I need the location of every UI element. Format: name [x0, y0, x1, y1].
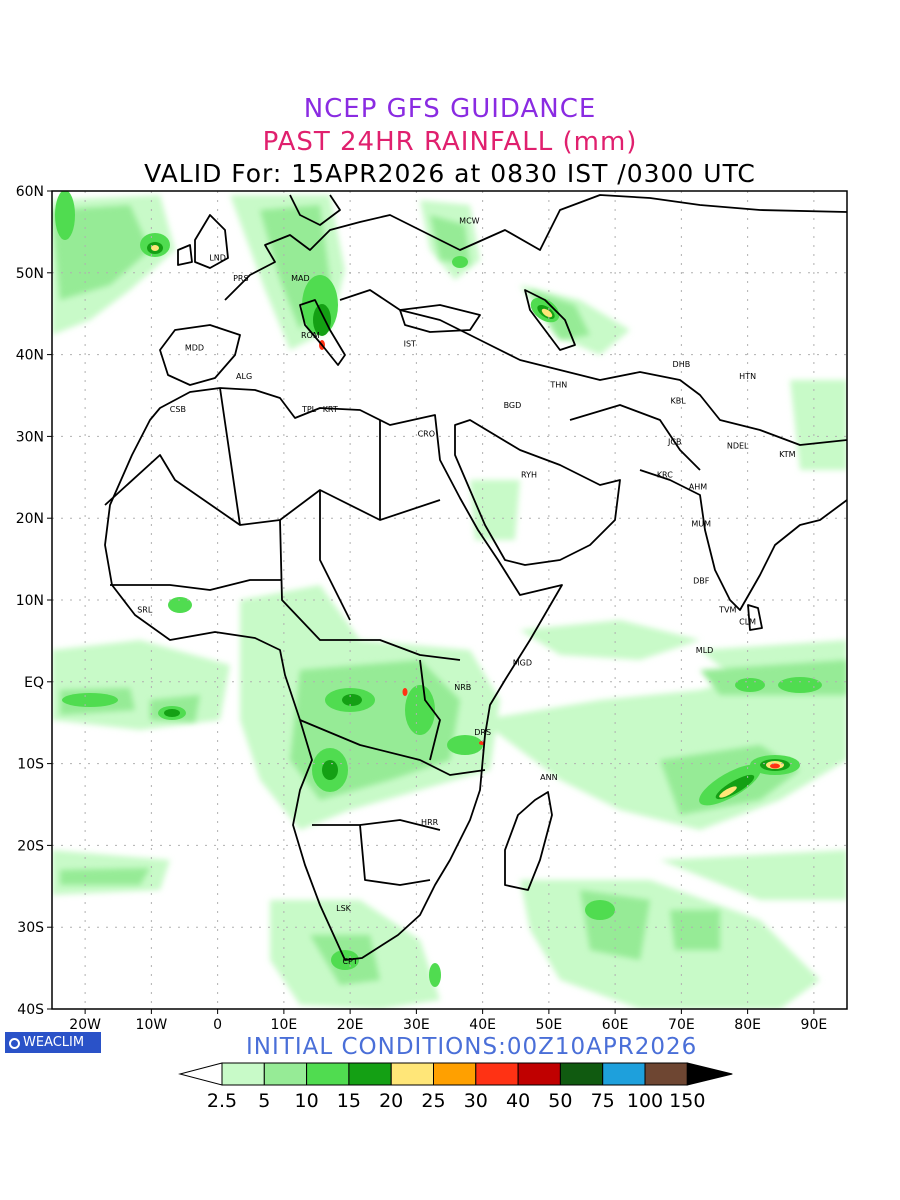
lon-label: 40E — [469, 1017, 496, 1033]
lat-label: 50N — [16, 266, 44, 282]
logo-ring-icon — [9, 1038, 20, 1049]
colorbar-label: 30 — [464, 1090, 488, 1112]
station-mgd: MGD — [513, 658, 532, 667]
valid-time: VALID For: 15APR2026 at 0830 IST /0300 U… — [144, 159, 756, 188]
rainfall-field — [52, 191, 847, 1009]
station-mcw: MCW — [459, 217, 479, 226]
lon-label: 20E — [337, 1017, 364, 1033]
station-kbl: KBL — [670, 397, 686, 406]
lon-label: 10E — [271, 1017, 298, 1033]
colorbar-swatch — [644, 1062, 688, 1086]
longitude-axis: 20W 10W 0 10E 20E 30E 40E 50E 60E 70E 80E 90E — [69, 1009, 827, 1033]
colorbar-label: 40 — [506, 1090, 530, 1112]
coastlines — [104, 194, 847, 961]
graticule — [52, 191, 847, 1009]
station-mad: MAD — [291, 274, 310, 283]
lat-label: 40S — [17, 1002, 44, 1018]
colorbar-swatch — [263, 1062, 308, 1086]
station-ann: ANN — [540, 773, 557, 782]
lon-label: 90E — [801, 1017, 828, 1033]
colorbar-label: 15 — [337, 1090, 361, 1112]
colorbar-label: 75 — [591, 1090, 615, 1112]
colorbar-swatch — [390, 1062, 435, 1086]
colorbar-swatch — [221, 1062, 265, 1086]
station-drs: DRS — [474, 728, 491, 737]
map-title: NCEP GFS GUIDANCE — [303, 94, 597, 124]
colorbar-swatch — [348, 1062, 392, 1086]
station-srl: SRL — [137, 605, 153, 614]
latitude-axis: 60N 50N 40N 30N 20N 10N EQ 10S 20S 30S 40S — [16, 184, 52, 1018]
station-thn: THN — [549, 380, 567, 389]
colorbar-swatch — [602, 1062, 646, 1086]
rainfall-colorbar: 2.5 5 10 15 20 25 30 40 50 75 100 150 — [178, 1062, 733, 1112]
station-hrr: HRR — [421, 818, 439, 827]
station-htn: HTN — [739, 372, 756, 381]
lat-label: EQ — [24, 675, 44, 691]
colorbar-high-arrow — [686, 1062, 733, 1086]
lon-label: 70E — [668, 1017, 695, 1033]
station-dbf: DBF — [693, 577, 710, 586]
colorbar-label: 150 — [669, 1090, 705, 1112]
colorbar-low-arrow — [178, 1062, 223, 1086]
colorbar-swatch — [517, 1062, 561, 1086]
station-mum: MUM — [691, 519, 711, 528]
station-lsk: LSK — [336, 904, 352, 913]
station-nrb: NRB — [454, 683, 471, 692]
colorbar-swatch — [475, 1062, 519, 1086]
station-csb: CSB — [170, 405, 186, 414]
colorbar-label: 25 — [421, 1090, 445, 1112]
lat-label: 60N — [16, 184, 44, 200]
logo-text: WEACLIM — [23, 1035, 85, 1050]
station-cro: CRO — [418, 429, 435, 438]
station-tpl: TPL — [301, 405, 317, 414]
colorbar-label: 50 — [548, 1090, 572, 1112]
colorbar-label: 10 — [295, 1090, 319, 1112]
weaclim-logo: WEACLIM — [5, 1032, 101, 1053]
station-ktm: KTM — [779, 450, 796, 459]
lat-label: 10S — [17, 757, 44, 773]
station-dhb: DHB — [673, 360, 691, 369]
initial-conditions: INITIAL CONDITIONS:00Z10APR2026 — [246, 1034, 698, 1060]
colorbar-swatch — [559, 1062, 604, 1086]
lon-label: 60E — [602, 1017, 629, 1033]
map-subtitle: PAST 24HR RAINFALL (mm) — [262, 127, 638, 157]
station-alg: ALG — [236, 372, 252, 381]
lat-label: 20N — [16, 511, 44, 527]
lon-label: 50E — [536, 1017, 563, 1033]
station-prs: PRS — [233, 274, 248, 283]
station-tvm: TVM — [718, 605, 736, 614]
lon-label: 0 — [213, 1017, 222, 1033]
colorbar-label: 20 — [379, 1090, 403, 1112]
lon-label: 80E — [734, 1017, 761, 1033]
station-ryh: RYH — [521, 470, 537, 479]
station-krt: KRT — [323, 405, 338, 414]
colorbar-swatch — [433, 1062, 477, 1086]
station-bgd: BGD — [504, 401, 522, 410]
station-mdd: MDD — [185, 344, 204, 353]
colorbar-swatch — [306, 1062, 350, 1086]
station-lnd: LND — [209, 254, 226, 263]
colorbar-label: 5 — [258, 1090, 270, 1112]
station-ist: IST — [404, 339, 416, 348]
lat-label: 20S — [17, 838, 44, 854]
lat-label: 30N — [16, 429, 44, 445]
lat-label: 10N — [16, 593, 44, 609]
lat-label: 30S — [17, 920, 44, 936]
station-jcb: JCB — [667, 438, 681, 447]
station-ndel: NDEL — [727, 442, 749, 451]
lon-label: 30E — [403, 1017, 430, 1033]
station-clm: CLM — [739, 618, 756, 627]
station-rom: ROM — [301, 331, 320, 340]
colorbar-label: 2.5 — [207, 1090, 237, 1112]
station-mld: MLD — [696, 646, 714, 655]
lat-label: 40N — [16, 348, 44, 364]
lon-label: 20W — [69, 1017, 101, 1033]
station-cpt: CPT — [342, 957, 357, 966]
station-krc: KRC — [657, 470, 673, 479]
lon-label: 10W — [136, 1017, 168, 1033]
station-ahm: AHM — [689, 483, 707, 492]
colorbar-label: 100 — [627, 1090, 663, 1112]
station-labels: LND PRS MAD MDD ROM IST ALG CSB TPL KRT CRO BGD THN M… — [137, 217, 795, 966]
